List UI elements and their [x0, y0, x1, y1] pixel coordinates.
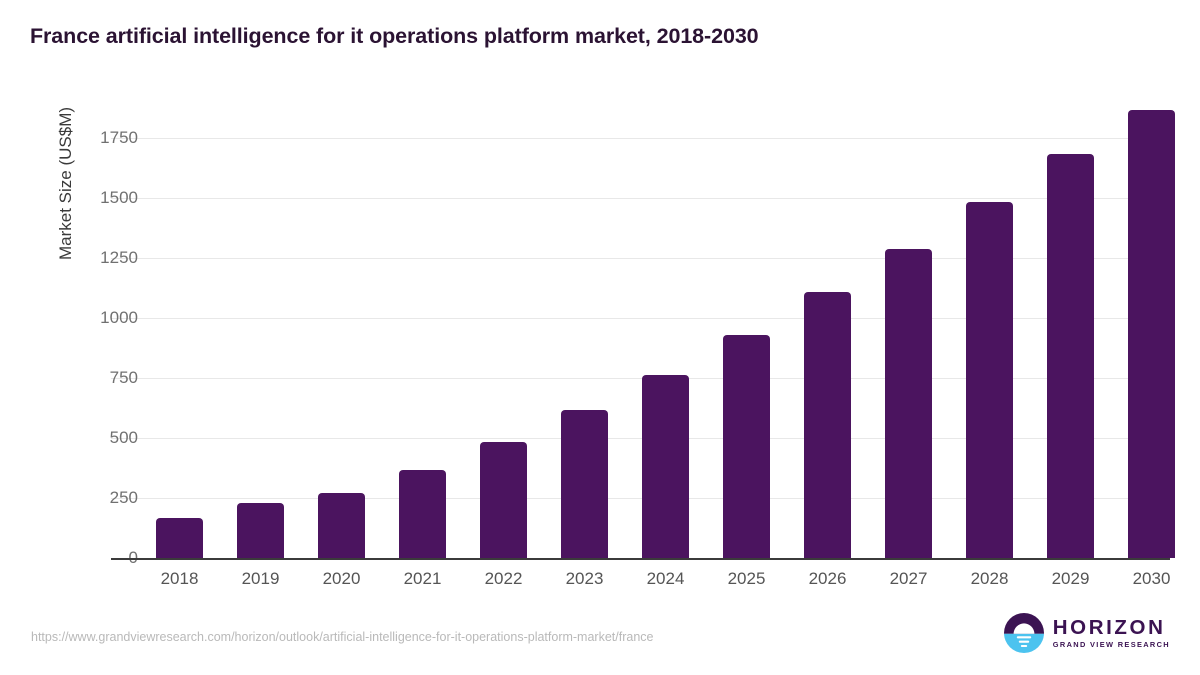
x-tick-label: 2023	[565, 569, 604, 588]
logo-wordmark: HORIZON	[1052, 615, 1166, 639]
bar[interactable]	[1047, 154, 1094, 558]
y-tick-label: 750	[109, 368, 138, 387]
bar-group[interactable]: 2023	[544, 99, 625, 588]
y-tick-label: 1250	[100, 248, 138, 267]
bar[interactable]	[399, 470, 446, 558]
y-tick-label: 1750	[100, 128, 138, 147]
bar-group[interactable]: 2024	[625, 99, 706, 588]
source-url[interactable]: https://www.grandviewresearch.com/horizo…	[31, 630, 654, 644]
bar[interactable]	[642, 375, 689, 558]
bar[interactable]	[885, 248, 932, 558]
x-tick-label: 2029	[1051, 569, 1090, 588]
horizon-logo[interactable]: HORIZON GRAND VIEW RESEARCH	[1003, 613, 1170, 653]
horizon-logo-text: HORIZON GRAND VIEW RESEARCH	[1052, 615, 1170, 650]
x-tick-label: 2028	[970, 569, 1009, 588]
bar[interactable]	[237, 503, 284, 558]
x-tick-label: 2019	[241, 569, 280, 588]
y-tick-label: 500	[109, 428, 138, 447]
gridline	[111, 258, 1170, 259]
x-tick-label: 2020	[322, 569, 361, 588]
bar[interactable]	[723, 335, 770, 558]
x-tick-label: 2018	[160, 569, 199, 588]
bar-group[interactable]: 2027	[868, 99, 949, 588]
gridline	[111, 138, 1170, 139]
bar-group[interactable]: 2021	[382, 99, 463, 588]
bar-group[interactable]: 2028	[949, 99, 1030, 588]
bar-group[interactable]: 2018	[139, 99, 220, 588]
x-tick-label: 2026	[808, 569, 847, 588]
bar[interactable]	[1128, 110, 1175, 558]
page-title: France artificial intelligence for it op…	[30, 24, 759, 48]
gridline	[111, 498, 1170, 499]
y-tick-label: 250	[109, 488, 138, 507]
y-tick-label: 1000	[100, 308, 138, 327]
x-tick-label: 2030	[1132, 569, 1171, 588]
bar[interactable]	[156, 518, 203, 558]
bar[interactable]	[318, 492, 365, 558]
x-tick-label: 2024	[646, 569, 685, 588]
bar-series: 2018 2019 2020 2021 2022 2023 2024 2025 2026 2027…	[120, 99, 1175, 588]
x-tick-label: 2021	[403, 569, 442, 588]
x-axis-line	[111, 558, 1170, 560]
bar-group[interactable]: 2022	[463, 99, 544, 588]
x-tick-label: 2022	[484, 569, 523, 588]
gridline	[111, 318, 1170, 319]
y-tick-label: 1500	[100, 188, 138, 207]
plot-area: Market Size (US$M) 025050075010001250150…	[56, 99, 1175, 588]
y-tick-label: 0	[68, 548, 138, 568]
bar[interactable]	[966, 201, 1013, 558]
bar-group[interactable]: 2025	[706, 99, 787, 588]
bar-group[interactable]: 2026	[787, 99, 868, 588]
bar[interactable]	[480, 442, 527, 558]
bar-group[interactable]: 2030	[1111, 99, 1192, 588]
logo-tagline: GRAND VIEW RESEARCH	[1052, 640, 1170, 650]
horizon-logo-icon	[1003, 613, 1044, 653]
gridline	[111, 438, 1170, 439]
bar[interactable]	[804, 291, 851, 558]
bar-group[interactable]: 2020	[301, 99, 382, 588]
x-tick-label: 2025	[727, 569, 766, 588]
bar-group[interactable]: 2029	[1030, 99, 1111, 588]
x-tick-label: 2027	[889, 569, 928, 588]
bar[interactable]	[561, 409, 608, 558]
gridline	[111, 198, 1170, 199]
bar-group[interactable]: 2019	[220, 99, 301, 588]
gridline	[111, 378, 1170, 379]
